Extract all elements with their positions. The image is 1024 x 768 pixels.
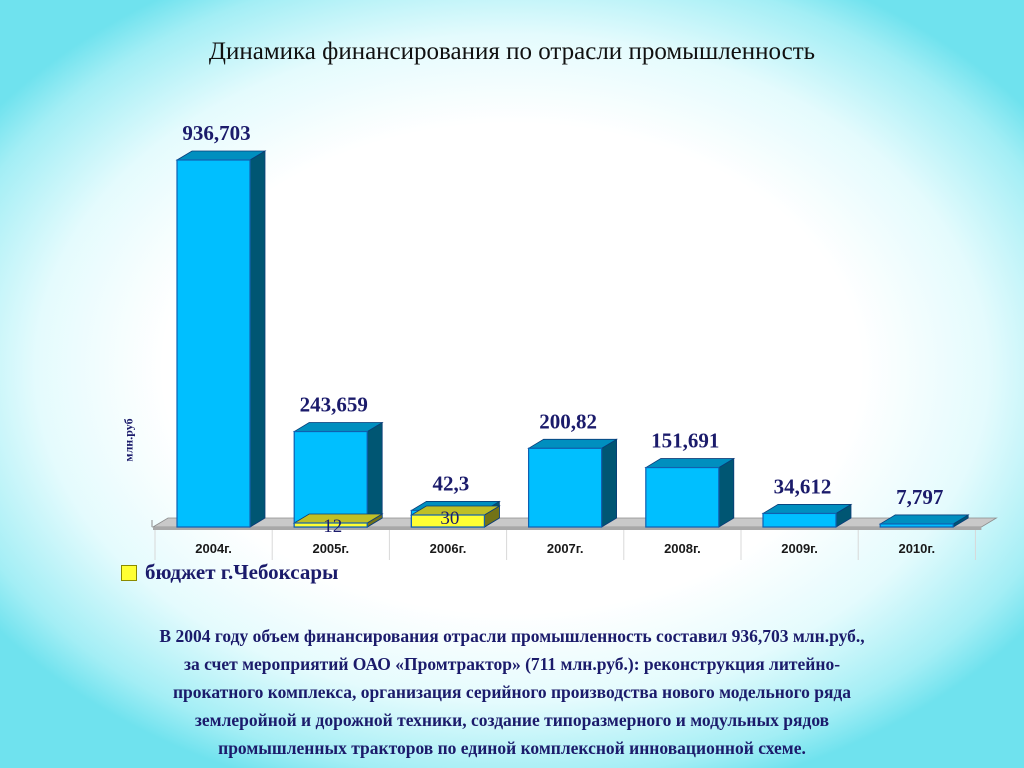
bar-1: [176, 159, 251, 528]
bar-7: [879, 523, 954, 528]
legend-label-budget: бюджет г.Чебоксары: [145, 560, 339, 584]
y-axis-label: млн.руб: [121, 418, 136, 462]
bar-6-top: [761, 504, 853, 514]
bar-4: [527, 447, 603, 528]
data-label: 7,797: [896, 485, 943, 509]
x-tick-label: 2009г.: [781, 541, 818, 556]
bar-chart: 936,703 2004г. 12 243,659 2005г. 30 42,3 2006г.…: [151, 121, 998, 560]
bar-2-top: [292, 422, 384, 432]
chart-floor-edge: [153, 527, 982, 530]
data-label: 151,691: [651, 429, 719, 453]
x-tick-label: 2007г.: [547, 541, 584, 556]
data-label: 42,3: [433, 471, 470, 495]
bar-4-top: [527, 438, 619, 449]
data-label: 243,659: [300, 393, 368, 417]
budget-bar-2: [293, 522, 368, 528]
data-label: 936,703: [182, 121, 250, 145]
data-label: 200,82: [539, 409, 597, 433]
caption-line: прокатного комплекса, организация серийн…: [172, 682, 852, 702]
caption-line: за счет мероприятий ОАО «Промтрактор» (7…: [183, 654, 841, 674]
budget-data-label: 12: [323, 516, 342, 537]
bar-2-side: [366, 421, 383, 528]
bar-1-side: [249, 150, 266, 528]
bar-6: [762, 512, 837, 528]
caption-line: землеройной и дорожной техники, создание…: [194, 710, 830, 730]
budget-data-label: 30: [440, 508, 459, 529]
bar-1-top: [175, 150, 267, 161]
bar-5-top: [644, 458, 736, 468]
bar-7-top: [878, 514, 970, 525]
x-tick-label: 2010г.: [898, 541, 935, 556]
bar-2: [293, 430, 368, 528]
caption-line: промышленных тракторов по единой комплек…: [218, 738, 806, 758]
legend-swatch-budget: [121, 564, 137, 581]
x-tick-label: 2005г.: [312, 541, 349, 556]
caption: В 2004 году объем финансирования отрасли…: [40, 622, 984, 762]
data-label: 34,612: [774, 474, 832, 498]
budget-bar-3: [410, 514, 485, 528]
chart-title: Динамика финансирования по отрасли промы…: [208, 38, 816, 65]
legend: бюджет г.Чебоксары: [121, 560, 338, 585]
bar-4-side: [601, 438, 617, 528]
x-tick-label: 2006г.: [430, 541, 467, 556]
x-tick-label: 2008г.: [664, 541, 701, 556]
bar-5: [645, 466, 720, 528]
bar-5-side: [718, 457, 735, 528]
caption-line: В 2004 году объем финансирования отрасли…: [159, 626, 865, 646]
x-tick-label: 2004г.: [195, 541, 232, 556]
